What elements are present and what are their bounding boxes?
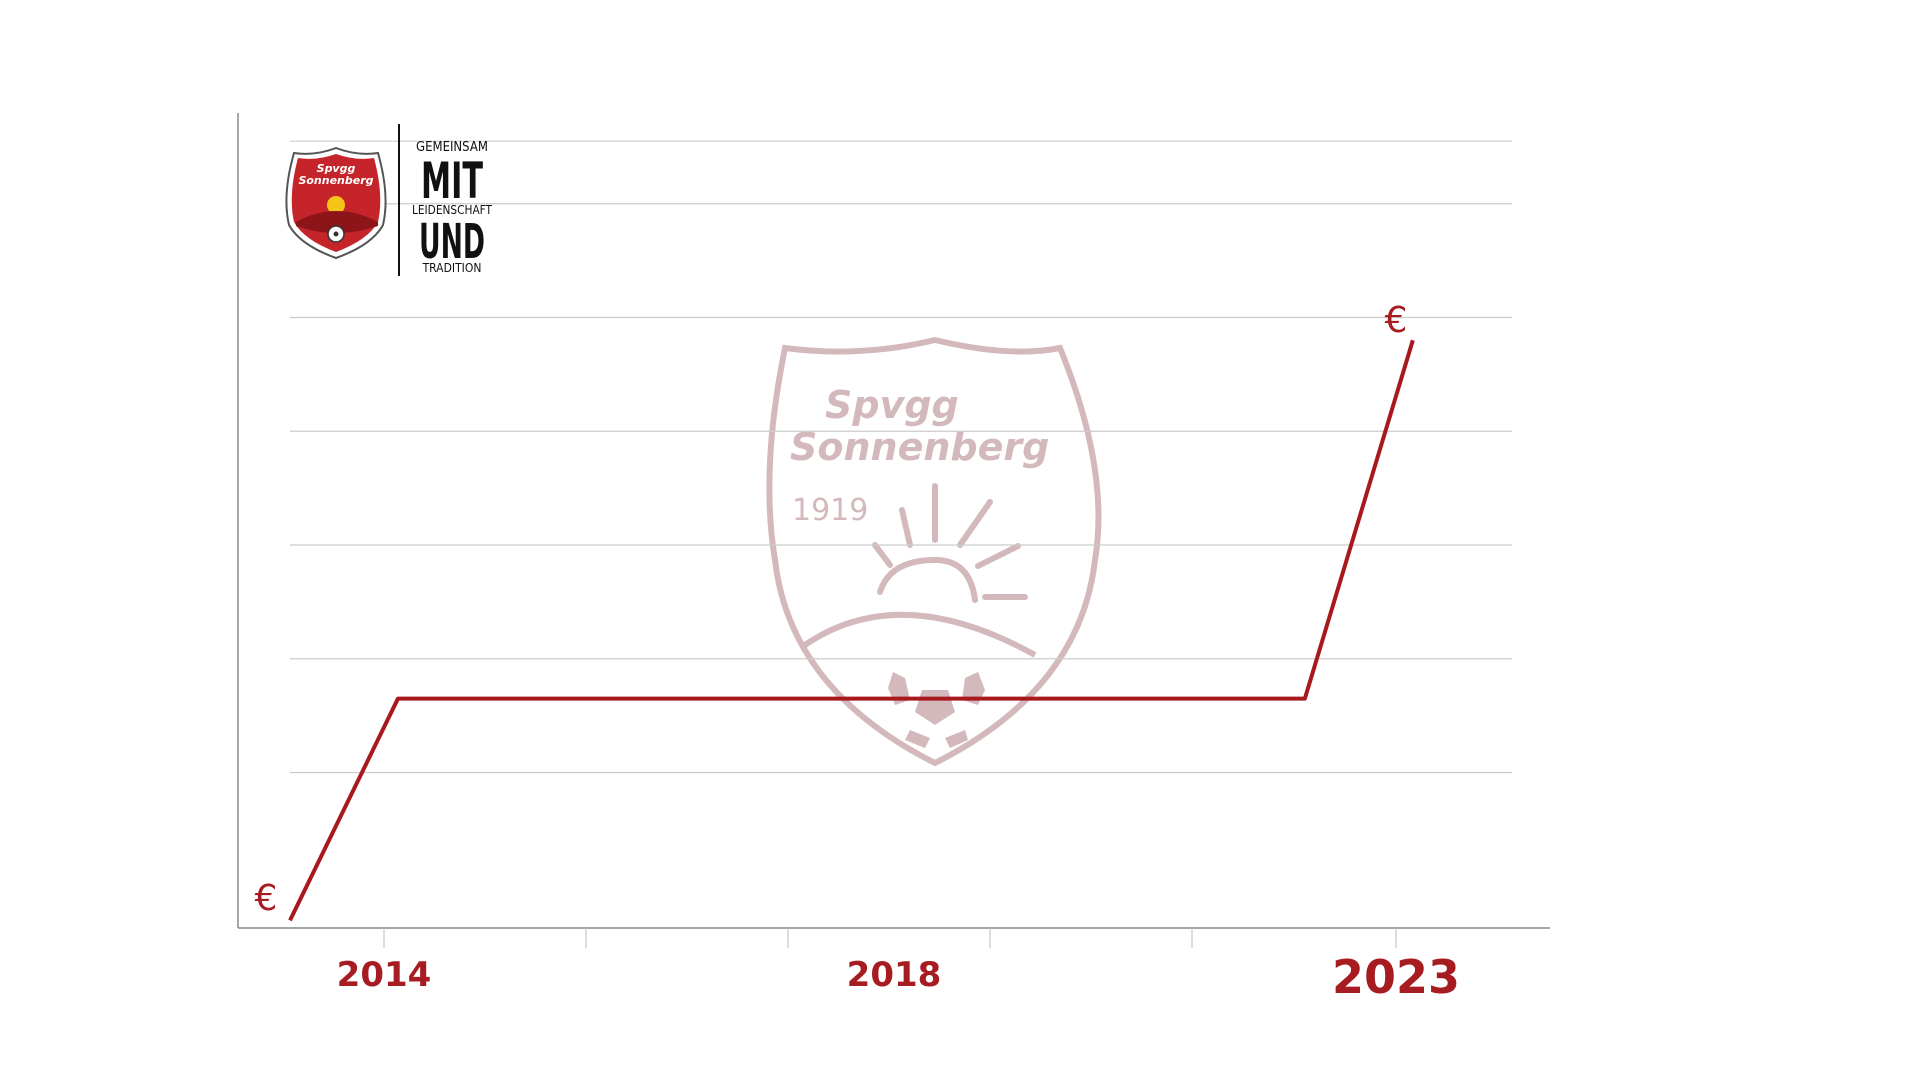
euro-annotation: € bbox=[1385, 300, 1408, 341]
slogan: GEMEINSAM MIT LEIDENSCHAFT UND TRADITION bbox=[412, 140, 492, 275]
logo-name-line1: Spvgg bbox=[317, 162, 356, 175]
slogan-line5: TRADITION bbox=[422, 261, 482, 275]
slogan-line4: UND bbox=[419, 214, 485, 270]
watermark-founded: 1919 bbox=[792, 493, 868, 528]
x-tick-label: 2023 bbox=[1332, 950, 1460, 1004]
club-logo: Spvgg Sonnenberg bbox=[285, 146, 387, 260]
watermark-name-line2: Sonnenberg bbox=[790, 425, 1049, 469]
watermark-ball-icon bbox=[888, 672, 985, 748]
watermark-name-line1: Spvgg bbox=[825, 383, 959, 427]
euro-annotation: € bbox=[255, 878, 278, 919]
x-tick-label: 2018 bbox=[847, 955, 942, 995]
x-tick-marks bbox=[383, 928, 1397, 948]
series-line bbox=[288, 339, 1415, 922]
slogan-line2: MIT bbox=[421, 152, 483, 210]
gridlines bbox=[290, 140, 1512, 774]
x-tick-label: 2014 bbox=[337, 955, 432, 995]
x-tick-labels: 2014 2018 2023 bbox=[337, 950, 1460, 1004]
slogan-line1: GEMEINSAM bbox=[416, 140, 488, 155]
logo-name-line2: Sonnenberg bbox=[298, 174, 373, 187]
annotations: €€ bbox=[255, 300, 1408, 919]
logo-sun-icon bbox=[327, 196, 345, 214]
watermark-sun-icon bbox=[872, 483, 1028, 603]
slogan-line3: LEIDENSCHAFT bbox=[412, 203, 492, 217]
series-group bbox=[288, 339, 1415, 922]
